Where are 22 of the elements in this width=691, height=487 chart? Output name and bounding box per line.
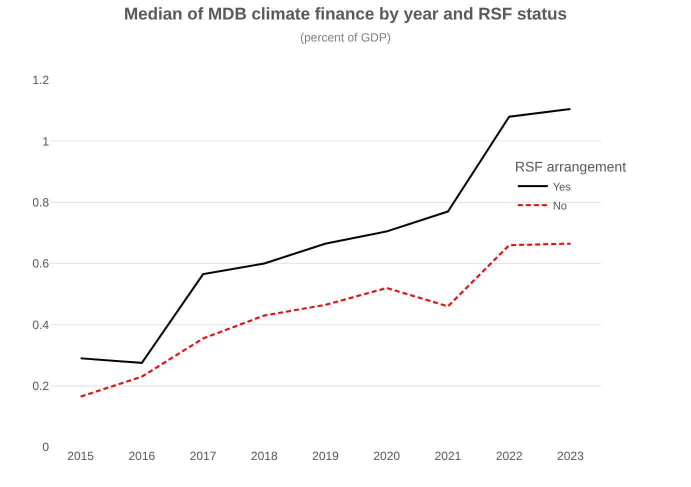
chart-title: Median of MDB climate finance by year and RSF status	[124, 4, 568, 24]
y-tick-label: 1	[42, 134, 50, 148]
y-tick-label: 0.8	[32, 196, 50, 210]
legend-title: RSF arrangement	[514, 158, 626, 175]
x-tick-label: 2022	[496, 449, 523, 463]
x-tick-label: 2016	[128, 449, 156, 463]
x-tick-label: 2019	[312, 449, 340, 463]
line-series	[80, 242, 572, 398]
x-tick-label: 2020	[373, 449, 400, 463]
x-tick-label: 2021	[434, 449, 462, 463]
legend-label: No	[552, 200, 567, 212]
chart-subtitle: (percent of GDP)	[300, 30, 391, 45]
y-tick-label: 0.6	[32, 256, 50, 271]
x-tick-label: 2018	[250, 449, 278, 463]
y-tick-label: 0.4	[32, 318, 50, 332]
y-tick-label: 1.2	[32, 73, 50, 88]
x-tick-label: 2017	[190, 449, 217, 463]
x-tick-label: 2015	[67, 449, 94, 463]
x-tick-label: 2023	[557, 449, 584, 463]
y-tick-label: 0	[42, 440, 50, 454]
y-tick-label: 0.2	[32, 379, 50, 394]
legend-label: Yes	[552, 181, 572, 194]
